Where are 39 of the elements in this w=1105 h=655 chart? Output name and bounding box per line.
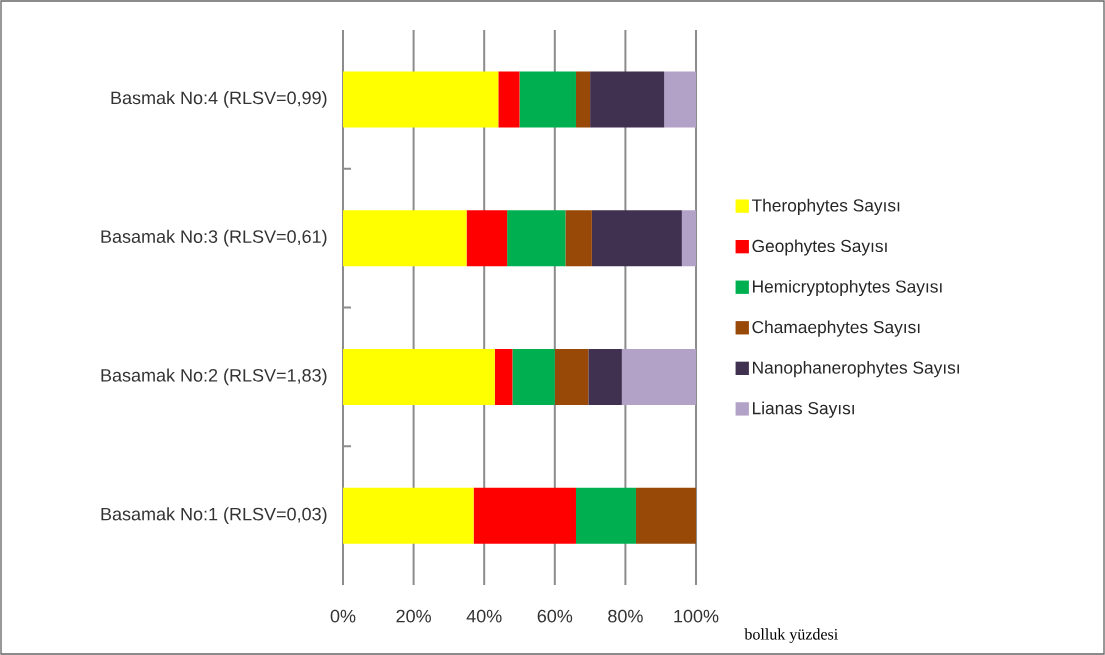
x-tick-label: 100%	[674, 609, 719, 623]
bar	[343, 71, 499, 128]
legend-label: Nanophanerophytes Sayısı	[752, 361, 959, 378]
bar	[343, 348, 495, 405]
y-tick-label: Basamak No:3 (RLSV=0,61)	[101, 229, 327, 247]
bar	[498, 71, 520, 128]
bar	[466, 210, 508, 267]
bar	[681, 210, 696, 267]
bar	[343, 487, 474, 544]
legend-label: Chamaephytes Sayısı	[752, 320, 920, 337]
x-tick-label: 20%	[396, 609, 431, 623]
legend-label: Lianas Sayısı	[752, 401, 854, 418]
bar	[554, 348, 589, 405]
bar	[512, 348, 555, 405]
y-tick-label: Basmak No:4 (RLSV=0,99)	[111, 90, 327, 108]
bar	[565, 210, 592, 267]
x-axis-title: bolluk yüzdesi	[744, 628, 838, 643]
bar	[519, 71, 576, 128]
bar	[473, 487, 576, 544]
bar	[494, 348, 513, 405]
bar	[635, 487, 696, 544]
bar	[575, 487, 636, 544]
x-tick-label: 40%	[466, 609, 502, 623]
bar	[590, 71, 665, 128]
legend-label: Geophytes Sayısı	[752, 239, 887, 256]
x-tick-label: 0%	[330, 609, 356, 623]
bar	[591, 210, 682, 267]
legend-label: Hemicryptophytes Sayısı	[752, 279, 942, 297]
bar	[507, 210, 566, 267]
bar	[575, 71, 591, 128]
bar	[664, 71, 696, 128]
x-tick-label: 60%	[537, 609, 573, 623]
y-tick-label: Basamak No:1 (RLSV=0,03)	[101, 507, 327, 525]
bar	[343, 210, 467, 267]
bar	[588, 348, 622, 405]
legend-label: Therophytes Sayısı	[751, 198, 900, 215]
y-tick-label: Basamak No:2 (RLSV=1,83)	[101, 368, 327, 386]
bar	[621, 348, 696, 405]
x-tick-label: 80%	[608, 609, 643, 623]
